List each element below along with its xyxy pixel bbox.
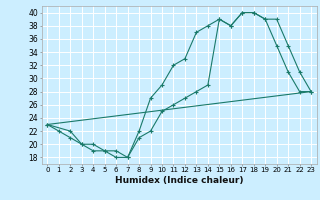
X-axis label: Humidex (Indice chaleur): Humidex (Indice chaleur) xyxy=(115,176,244,185)
